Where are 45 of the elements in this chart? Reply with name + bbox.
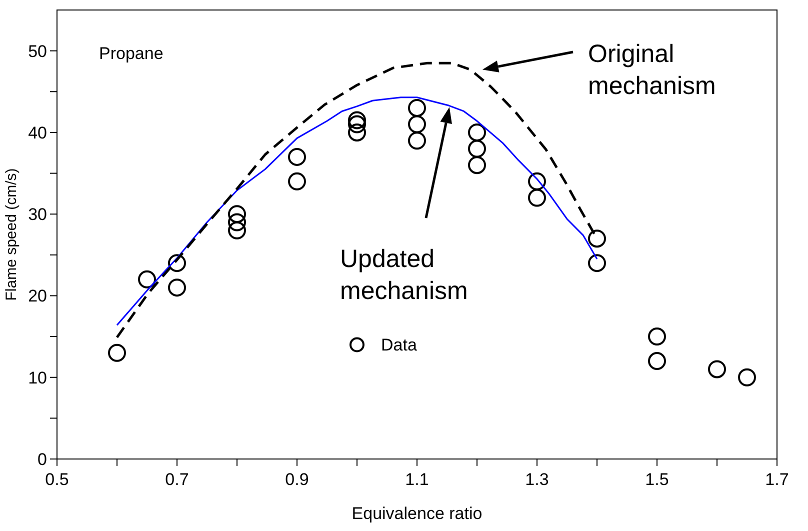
legend-label: Data — [381, 336, 418, 355]
point — [648, 328, 666, 346]
point — [288, 148, 306, 166]
point — [168, 278, 186, 297]
x-tick-label: 0.7 — [165, 470, 189, 489]
x-tick-label: 0.9 — [285, 470, 309, 489]
y-tick-label: 20 — [28, 286, 47, 306]
y-axis-title: Flame speed (cm/s) — [3, 168, 20, 301]
point — [138, 270, 156, 288]
point — [408, 115, 426, 134]
y-tick-label: 40 — [28, 123, 47, 142]
point — [588, 254, 606, 272]
point — [228, 213, 246, 232]
point — [348, 123, 366, 142]
point — [168, 254, 186, 272]
x-tick-label: 1.3 — [525, 470, 549, 489]
y-tick-label: 50 — [28, 42, 47, 61]
x-tick-label: 1.7 — [765, 470, 789, 489]
x-tick-label: 1.1 — [405, 470, 429, 489]
point — [408, 98, 426, 117]
point — [738, 368, 756, 386]
point — [648, 352, 666, 370]
point — [528, 172, 546, 190]
x-axis-title: Equivalence ratio — [352, 504, 482, 523]
point — [228, 221, 246, 240]
annotation: Original mechanism — [588, 40, 716, 100]
point — [228, 205, 246, 224]
y-tick-label: 10 — [28, 368, 47, 388]
point — [528, 188, 546, 207]
point — [468, 123, 486, 142]
y-tick-label: 30 — [28, 205, 47, 224]
point — [108, 344, 126, 362]
annotation: Updated mechanism — [340, 245, 468, 305]
point — [348, 115, 366, 134]
point — [288, 172, 306, 190]
point — [348, 111, 366, 130]
point — [468, 156, 486, 174]
point — [588, 230, 606, 248]
y-tick-label: 0 — [38, 450, 47, 469]
point — [468, 140, 486, 158]
x-tick-label: 0.5 — [45, 470, 69, 489]
point — [408, 132, 426, 150]
x-tick-label: 1.5 — [645, 470, 669, 489]
point — [708, 360, 726, 378]
annotation: Propane — [99, 44, 164, 63]
